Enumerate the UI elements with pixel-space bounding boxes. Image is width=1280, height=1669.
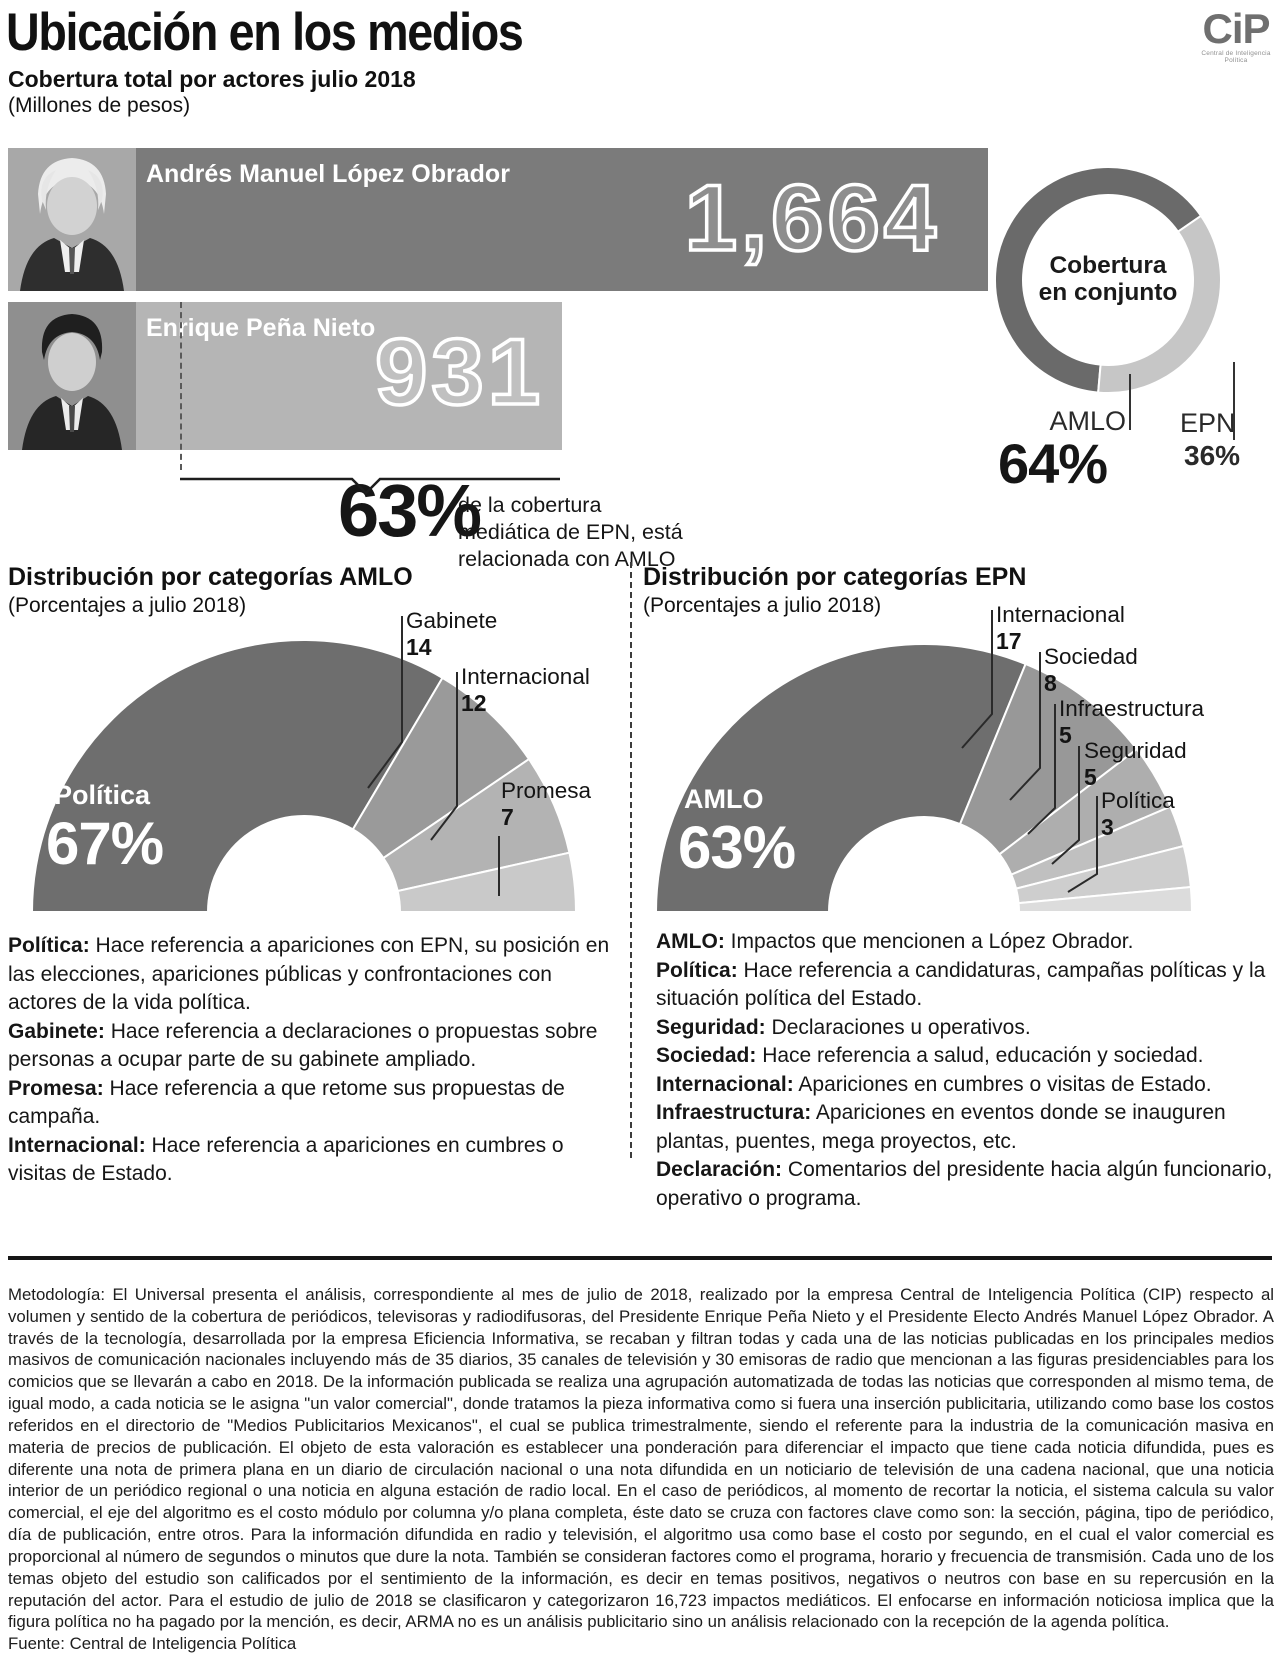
cip-logo-subtext: Central de Inteligencia Política <box>1201 50 1271 64</box>
segment-política <box>1017 885 1194 913</box>
methodology-block: Metodología: El Universal presenta el an… <box>8 1284 1274 1655</box>
segment-epn <box>1097 214 1222 394</box>
definition-item: Declaración: Comentarios del presidente … <box>656 1158 1273 1210</box>
amlo-photo <box>8 148 136 291</box>
semi-donut-amlo <box>30 639 578 913</box>
definition-item: Seguridad: Declaraciones u operativos. <box>656 1015 1031 1039</box>
bar-amlo: Andrés Manuel López Obrador 1,664 <box>8 148 988 291</box>
definition-item: Internacional: Hace referencia a aparici… <box>8 1133 564 1186</box>
definition-item: AMLO: Impactos que mencionen a López Obr… <box>656 930 1134 953</box>
bar-epn-value: 931 <box>373 317 544 425</box>
segment-amlo <box>654 643 1027 913</box>
definition-item: Sociedad: Hace referencia a salud, educa… <box>656 1044 1204 1068</box>
bar-epn-name: Enrique Peña Nieto <box>146 314 376 342</box>
amlo-cat-internacional: Internacional 12 <box>461 664 590 716</box>
amlo-cat-politica-pct: 67% <box>46 810 164 877</box>
amlo-cat-politica-label: Política <box>54 780 151 810</box>
definition-item: Política: Hace referencia a candidaturas… <box>656 958 1266 1011</box>
page-title: Ubicación en los medios <box>6 3 524 62</box>
donut-cobertura-conjunto <box>994 166 1222 394</box>
epn-chart-subtitle: (Porcentajes a julio 2018) <box>643 594 882 617</box>
segment-promesa <box>396 851 578 913</box>
donut-center-label: Cobertura en conjunto <box>1038 252 1178 307</box>
epn-cat-sociedad: Sociedad 8 <box>1044 644 1138 696</box>
amlo-cat-promesa: Promesa 7 <box>501 778 592 830</box>
epn-cat-amlo-label: AMLO <box>684 784 764 814</box>
epn-chart-title: Distribución por categorías EPN <box>643 563 1027 591</box>
units-label: (Millones de pesos) <box>8 94 191 117</box>
definition-item: Infraestructura: Apariciones en eventos … <box>656 1101 1226 1153</box>
definition-item: Internacional: Apariciones en cumbres o … <box>656 1072 1212 1096</box>
definitions-epn: AMLO: Impactos que mencionen a López Obr… <box>656 928 1276 1213</box>
definition-item: Política: Hace referencia a apariciones … <box>8 934 610 1015</box>
epn-cat-infraestructura: Infraestructura 5 <box>1059 696 1205 748</box>
bar-amlo-value: 1,664 <box>683 163 940 271</box>
amlo-chart-subtitle: (Porcentajes a julio 2018) <box>8 594 247 617</box>
definition-item: Promesa: Hace referencia a que retome su… <box>8 1076 565 1129</box>
annotation-63pct-text: de la cobertura mediática de EPN, está r… <box>458 493 683 571</box>
bar-amlo-name: Andrés Manuel López Obrador <box>146 160 510 188</box>
epn-cat-seguridad: Seguridad 5 <box>1084 738 1187 790</box>
epn-cat-amlo-pct: 63% <box>678 814 796 881</box>
donut-label-amlo: AMLO <box>1049 406 1126 436</box>
methodology-text: Metodología: El Universal presenta el an… <box>8 1285 1274 1632</box>
donut-value-amlo: 64% <box>998 432 1108 495</box>
amlo-chart-title: Distribución por categorías AMLO <box>8 563 413 591</box>
bar-epn: Enrique Peña Nieto 931 <box>8 302 562 450</box>
section-divider <box>630 562 632 1158</box>
epn-photo <box>8 302 136 450</box>
segment-política <box>30 639 444 913</box>
epn-cat-internacional: Internacional 17 <box>996 602 1125 654</box>
epn-63pct-dashed-line <box>180 302 182 470</box>
page-subtitle: Cobertura total por actores julio 2018 <box>8 66 416 92</box>
segment-amlo <box>994 166 1203 394</box>
donut-value-epn: 36% <box>1184 440 1241 471</box>
footer-rule <box>8 1256 1272 1260</box>
definitions-amlo: Política: Hace referencia a apariciones … <box>8 932 610 1189</box>
donut-label-epn: EPN <box>1180 408 1236 438</box>
epn-cat-politica: Política 3 <box>1101 788 1175 840</box>
cip-logo: CiP Central de Inteligencia Política <box>1196 5 1276 65</box>
definition-item: Gabinete: Hace referencia a declaracione… <box>8 1019 598 1072</box>
cip-logo-text: CiP <box>1202 5 1270 52</box>
amlo-cat-gabinete: Gabinete 14 <box>406 608 498 660</box>
source-text: Fuente: Central de Inteligencia Política <box>8 1634 297 1654</box>
